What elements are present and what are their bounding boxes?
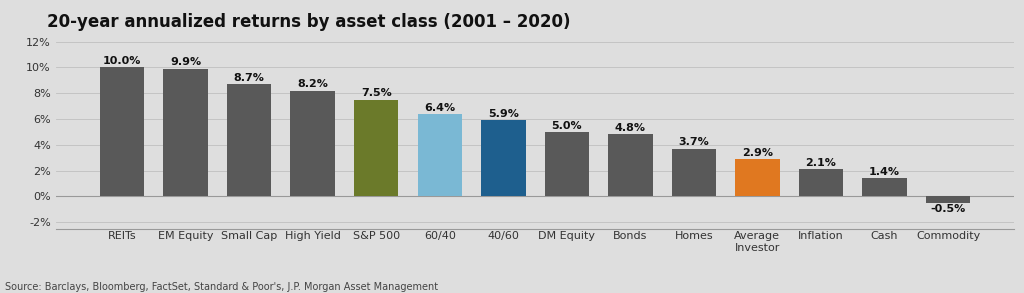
Bar [672, 149, 716, 196]
Text: Source: Barclays, Bloomberg, FactSet, Standard & Poor's, J.P. Morgan Asset Manag: Source: Barclays, Bloomberg, FactSet, St… [5, 282, 438, 292]
Bar [291, 91, 335, 196]
Bar [100, 67, 144, 196]
Bar [164, 69, 208, 196]
Bar [862, 178, 906, 196]
Text: 2.9%: 2.9% [742, 148, 773, 158]
Text: 4.8%: 4.8% [614, 123, 646, 133]
Bar [545, 132, 589, 196]
Text: 1.4%: 1.4% [869, 167, 900, 177]
Bar [481, 120, 525, 196]
Bar [354, 100, 398, 196]
Bar [926, 196, 970, 203]
Bar [735, 159, 779, 196]
Text: 2.1%: 2.1% [806, 158, 837, 168]
Bar [608, 134, 652, 196]
Text: 5.0%: 5.0% [552, 120, 582, 131]
Bar [227, 84, 271, 196]
Bar [799, 169, 843, 196]
Text: 6.4%: 6.4% [424, 103, 456, 113]
Text: 20-year annualized returns by asset class (2001 – 2020): 20-year annualized returns by asset clas… [47, 13, 570, 31]
Text: 3.7%: 3.7% [679, 137, 710, 147]
Text: 9.9%: 9.9% [170, 57, 201, 67]
Text: 7.5%: 7.5% [360, 88, 391, 98]
Text: -0.5%: -0.5% [931, 204, 966, 214]
Bar [418, 114, 462, 196]
Text: 8.7%: 8.7% [233, 73, 264, 83]
Text: 5.9%: 5.9% [487, 109, 519, 119]
Text: 8.2%: 8.2% [297, 79, 328, 89]
Text: 10.0%: 10.0% [102, 56, 141, 66]
